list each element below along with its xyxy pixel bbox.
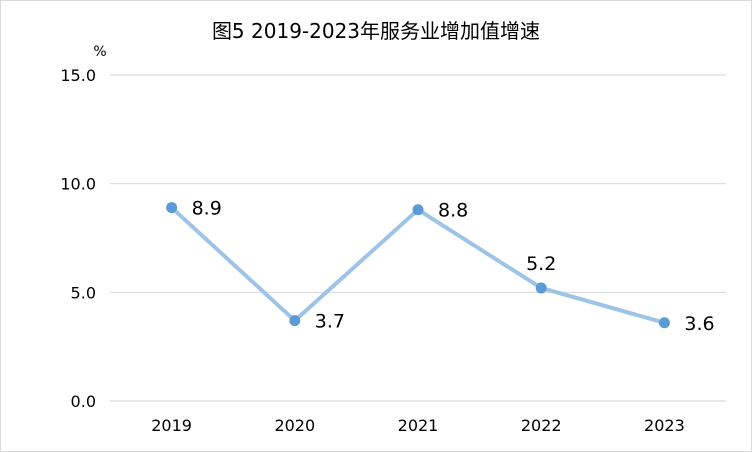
data-point <box>658 317 670 329</box>
data-label: 3.7 <box>315 311 345 333</box>
y-tick-label: 15.0 <box>60 66 96 85</box>
chart-title: 图5 2019-2023年服务业增加值增速 <box>212 19 540 43</box>
y-tick-label: 10.0 <box>60 175 96 194</box>
data-labels: 8.9 3.7 8.8 5.2 3.6 <box>192 198 715 335</box>
series-line-group <box>166 202 670 329</box>
y-axis-unit: % <box>93 44 106 60</box>
y-tick-label: 0.0 <box>71 392 96 411</box>
data-point <box>535 282 547 294</box>
data-label: 8.8 <box>438 200 468 222</box>
x-tick-labels: 2019 2020 2021 2022 2023 <box>151 416 685 435</box>
data-label: 8.9 <box>192 198 222 220</box>
x-tick-label: 2023 <box>644 416 685 435</box>
x-tick-label: 2020 <box>274 416 315 435</box>
data-label: 5.2 <box>526 253 556 275</box>
gridlines <box>110 74 726 402</box>
data-point <box>412 204 424 216</box>
data-label: 3.6 <box>684 313 714 335</box>
data-point <box>166 202 178 214</box>
y-tick-label: 5.0 <box>71 283 96 302</box>
series-line <box>169 205 667 325</box>
x-tick-label: 2019 <box>151 416 192 435</box>
data-point <box>289 315 301 327</box>
x-tick-label: 2021 <box>398 416 439 435</box>
y-tick-labels: 0.0 5.0 10.0 15.0 <box>60 66 96 411</box>
x-tick-label: 2022 <box>521 416 562 435</box>
